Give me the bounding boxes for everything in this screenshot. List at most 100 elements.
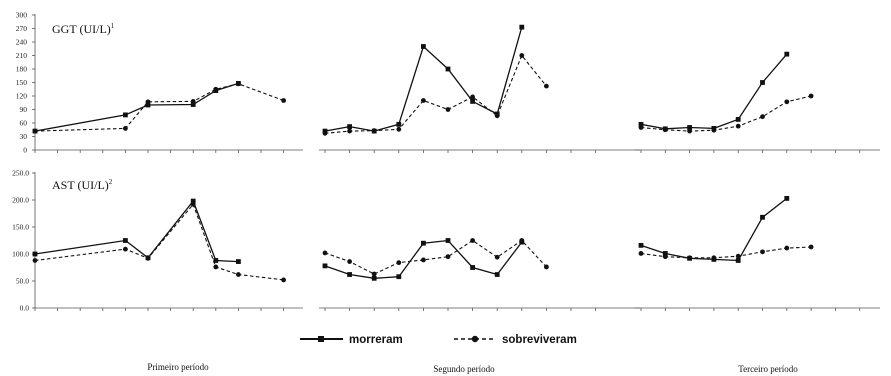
series-line-morreram: [34, 199, 239, 263]
data-point-morreram: [421, 240, 426, 246]
data-point-sobreviveram: [735, 123, 741, 129]
data-point-morreram: [638, 242, 644, 248]
y-tick-label: 60: [20, 119, 28, 128]
data-point-sobreviveram: [470, 238, 475, 243]
series-line-sobreviveram: [324, 54, 547, 134]
data-point-sobreviveram: [213, 86, 219, 92]
y-tick-label: 210: [16, 51, 28, 60]
data-point-sobreviveram: [32, 258, 38, 263]
data-point-sobreviveram: [662, 127, 668, 133]
data-point-sobreviveram: [494, 254, 500, 260]
data-point-morreram: [396, 274, 402, 280]
data-point-sobreviveram: [213, 264, 219, 270]
data-point-sobreviveram: [470, 94, 475, 100]
data-point-sobreviveram: [687, 128, 692, 134]
legend-marker-morreram: [318, 336, 324, 342]
legend-label-sobreviveram: sobreviveram: [502, 334, 577, 346]
data-point-sobreviveram: [347, 128, 352, 134]
data-point-morreram: [421, 44, 426, 49]
data-point-morreram: [638, 121, 644, 127]
series-line-sobreviveram: [34, 203, 284, 281]
data-point-sobreviveram: [322, 250, 328, 256]
data-point-sobreviveram: [808, 244, 814, 250]
data-point-sobreviveram: [544, 264, 549, 270]
data-point-sobreviveram: [638, 125, 644, 130]
series-line-morreram: [324, 26, 523, 132]
period-label-1: Primeiro período: [147, 362, 209, 372]
chart-title-1: GGT (UI/L)1: [52, 22, 115, 36]
data-point-sobreviveram: [808, 93, 814, 99]
data-point-morreram: [371, 275, 377, 281]
data-point-sobreviveram: [236, 272, 241, 277]
series-line-morreram: [640, 53, 788, 130]
data-point-sobreviveram: [544, 83, 549, 89]
data-point-sobreviveram: [519, 238, 525, 243]
data-point-sobreviveram: [347, 259, 352, 264]
series-line-morreram: [640, 197, 788, 262]
data-point-sobreviveram: [784, 99, 790, 105]
y-tick-label: 50.0: [16, 277, 29, 286]
data-point-morreram: [735, 117, 741, 122]
y-tick-label: 270: [16, 24, 28, 33]
data-point-morreram: [396, 121, 402, 127]
data-point-sobreviveram: [396, 260, 402, 266]
data-point-morreram: [760, 80, 765, 85]
data-point-morreram: [494, 272, 500, 277]
data-point-sobreviveram: [784, 245, 790, 251]
data-point-morreram: [445, 66, 451, 72]
chart-title-superscript: 2: [109, 178, 113, 186]
y-tick-label: 0.0: [20, 304, 30, 313]
data-point-morreram: [519, 24, 525, 30]
data-point-morreram: [784, 51, 790, 57]
data-point-sobreviveram: [123, 246, 128, 252]
data-point-sobreviveram: [371, 271, 377, 277]
data-point-morreram: [347, 272, 352, 277]
data-point-morreram: [190, 198, 196, 204]
data-point-sobreviveram: [662, 254, 668, 260]
y-tick-label: 150: [16, 78, 28, 87]
y-tick-label: 240: [16, 38, 28, 47]
period-label-3: Terceiro período: [738, 364, 798, 374]
data-point-sobreviveram: [711, 127, 717, 133]
legend-label-morreram: morreram: [349, 334, 403, 346]
y-tick-label: 120: [16, 92, 28, 101]
y-tick-label: 300: [16, 11, 28, 20]
legend: morreram sobreviveram: [300, 334, 577, 346]
data-point-morreram: [347, 124, 352, 129]
data-point-sobreviveram: [190, 201, 196, 207]
data-point-sobreviveram: [760, 114, 765, 120]
data-point-sobreviveram: [445, 254, 451, 260]
data-point-morreram: [760, 214, 765, 220]
data-point-morreram: [470, 99, 475, 104]
data-point-sobreviveram: [687, 255, 692, 261]
y-tick-label: 180: [16, 65, 28, 74]
data-point-sobreviveram: [145, 99, 151, 105]
legend-marker-sobreviveram: [471, 335, 479, 343]
data-point-sobreviveram: [421, 257, 426, 263]
y-tick-label: 90: [20, 105, 28, 114]
data-point-morreram: [190, 102, 196, 107]
chart-area: GGT (UI/L)1 0 30 60 90 120 150 180 210 240 270 300 A…: [12, 11, 880, 313]
y-tick-label: 0: [23, 146, 27, 155]
y-tick-label: 200.0: [12, 196, 29, 205]
chart-title-2: AST (UI/L)2: [52, 178, 113, 192]
data-point-morreram: [470, 265, 475, 270]
y-tick-label: 250.0: [12, 169, 29, 178]
data-point-sobreviveram: [322, 130, 328, 136]
series-line-sobreviveram: [640, 95, 812, 132]
data-point-sobreviveram: [123, 125, 128, 131]
data-point-morreram: [687, 125, 692, 130]
data-point-sobreviveram: [735, 253, 741, 259]
data-point-sobreviveram: [281, 98, 286, 103]
data-point-sobreviveram: [371, 128, 377, 134]
data-point-sobreviveram: [190, 99, 196, 104]
data-point-morreram: [735, 258, 741, 263]
data-point-morreram: [123, 238, 128, 243]
data-point-sobreviveram: [519, 53, 525, 58]
data-point-sobreviveram: [145, 255, 151, 261]
data-point-morreram: [784, 195, 790, 201]
data-point-sobreviveram: [760, 249, 765, 255]
data-point-sobreviveram: [494, 113, 500, 119]
y-tick-label: 100.0: [12, 250, 29, 259]
data-point-sobreviveram: [281, 277, 286, 283]
